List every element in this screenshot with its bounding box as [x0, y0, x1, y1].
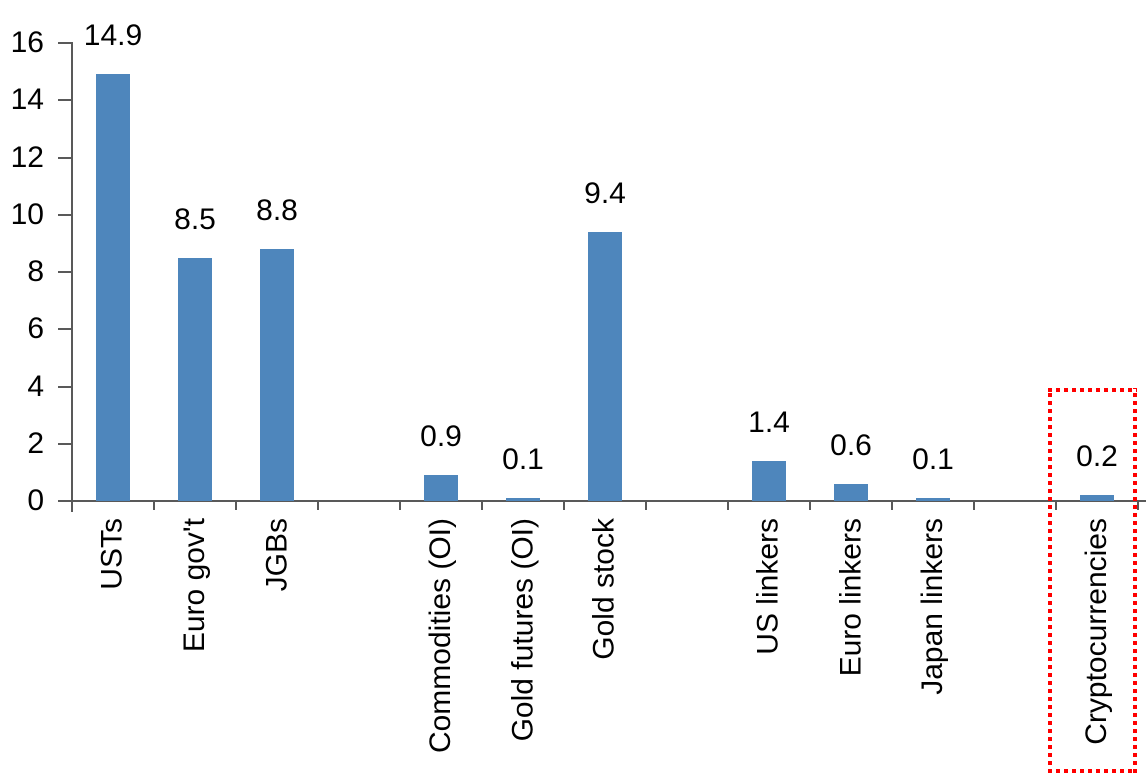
- highlight-box-bottom-edge: [1048, 769, 1137, 773]
- x-axis-tick: [891, 502, 893, 510]
- x-category-label: Gold stock: [588, 518, 621, 660]
- x-axis-tick: [235, 502, 237, 510]
- bar-value-label: 0.1: [912, 443, 954, 477]
- bar-jgbs: [260, 249, 294, 501]
- x-category-label: Euro linkers: [834, 518, 867, 677]
- bar-cryptocurrencies: [1080, 495, 1114, 501]
- bar-euro-linkers: [834, 483, 868, 501]
- x-axis-tick: [481, 502, 483, 510]
- x-axis-line: [71, 500, 1146, 502]
- bar-commodities-oi-: [424, 475, 458, 501]
- x-category-label: JGBs: [260, 518, 293, 592]
- y-axis-tick-label: 0: [27, 484, 44, 517]
- bar-usts: [96, 74, 130, 501]
- x-axis-tick: [153, 502, 155, 510]
- bar-value-label: 0.1: [502, 443, 544, 477]
- bar-value-label: 1.4: [748, 405, 790, 439]
- y-axis-tick-label: 10: [10, 197, 44, 231]
- y-axis-tick: [58, 99, 72, 102]
- y-axis-tick-label: 4: [27, 369, 44, 403]
- x-category-label: US linkers: [752, 518, 785, 655]
- x-category-label: Gold futures (OI): [506, 518, 539, 742]
- bar-us-linkers: [752, 460, 786, 501]
- y-axis-tick: [58, 213, 72, 216]
- bar-value-label: 0.9: [420, 420, 462, 454]
- y-axis-tick-label: 12: [10, 140, 44, 174]
- x-category-label: Cryptocurrencies: [1080, 518, 1113, 745]
- bar-euro-gov-t: [178, 257, 212, 501]
- bar-value-label: 8.8: [256, 194, 298, 228]
- x-axis-tick: [727, 502, 729, 510]
- y-axis-tick: [58, 42, 72, 44]
- bar-gold-futures-oi-: [506, 498, 540, 501]
- bar-value-label: 14.9: [83, 19, 143, 53]
- x-axis-tick: [317, 502, 319, 510]
- x-axis-tick: [645, 502, 647, 510]
- x-axis-tick: [973, 502, 975, 510]
- x-axis-tick: [563, 502, 565, 510]
- bar-value-label: 0.2: [1076, 440, 1118, 474]
- y-axis-tick: [58, 156, 72, 159]
- y-axis-tick-label: 16: [10, 26, 44, 59]
- y-axis-tick: [58, 328, 72, 331]
- x-category-label: USTs: [96, 518, 129, 590]
- x-axis-tick: [1055, 502, 1057, 510]
- y-axis-tick-label: 14: [10, 83, 44, 117]
- bar-value-label: 9.4: [584, 176, 626, 210]
- y-axis-line: [71, 42, 73, 512]
- highlight-box-top-edge: [1048, 388, 1137, 392]
- y-axis-tick-label: 6: [27, 312, 44, 346]
- bar-japan-linkers: [916, 498, 950, 501]
- x-category-label: Commodities (OI): [424, 518, 457, 754]
- x-category-label: Japan linkers: [916, 518, 949, 695]
- y-axis-tick-label: 2: [27, 426, 44, 460]
- y-axis-tick-label: 8: [27, 255, 44, 288]
- bar-value-label: 0.6: [830, 428, 872, 462]
- y-axis-tick: [58, 271, 72, 273]
- x-axis-tick: [399, 502, 401, 510]
- x-axis-tick: [1137, 502, 1139, 510]
- x-category-label: Euro gov't: [178, 518, 211, 653]
- y-axis-tick: [58, 500, 72, 502]
- y-axis-tick: [58, 442, 72, 445]
- x-axis-tick: [809, 502, 811, 510]
- y-axis-tick: [58, 385, 72, 388]
- bar-value-label: 8.5: [174, 202, 216, 236]
- bar-gold-stock: [588, 231, 622, 501]
